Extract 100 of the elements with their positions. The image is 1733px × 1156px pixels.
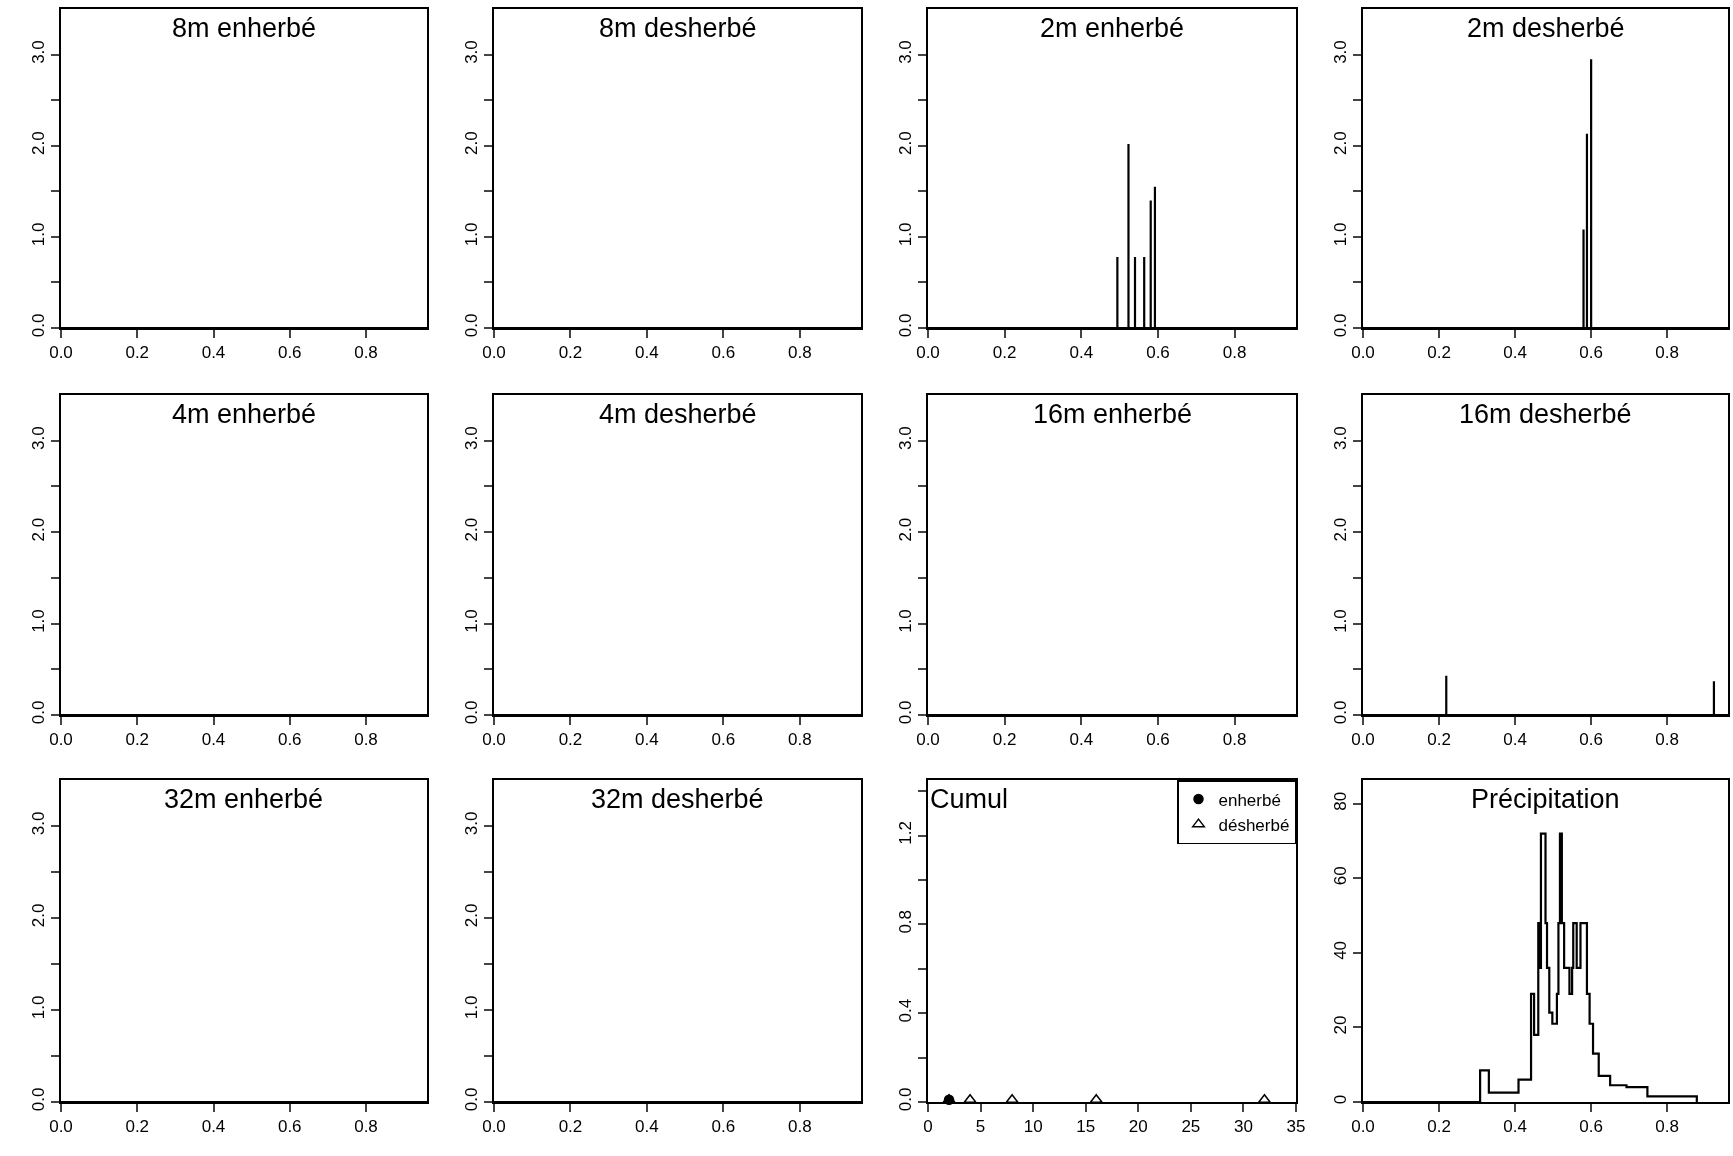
x-tick-label: 0.4: [201, 1117, 226, 1137]
x-tick-label: 0.8: [1655, 730, 1679, 750]
y-tick-label: 3.0: [462, 426, 482, 450]
x-tick-label: 0.0: [1351, 343, 1375, 363]
x-tick-label: 0.2: [1427, 1117, 1451, 1137]
x-tick-label: 10: [1023, 1117, 1043, 1137]
y-tick-label: 0.0: [896, 1087, 916, 1112]
x-tick-label: 0.6: [1146, 730, 1170, 750]
chart-title: Cumul: [930, 784, 1009, 814]
y-tick-label: 2.0: [29, 903, 49, 928]
y-tick-label: 3.0: [29, 40, 49, 64]
y-tick-label: 2.0: [896, 517, 916, 542]
y-tick-label: 0.0: [896, 700, 916, 725]
x-tick-label: 0.4: [1503, 730, 1527, 750]
y-tick-label: 2.0: [1331, 517, 1351, 542]
y-tick-label: 1.0: [1331, 222, 1351, 247]
x-tick-label: 0.2: [558, 730, 583, 750]
y-tick-label: 1.0: [462, 222, 482, 247]
y-tick-label: 3.0: [462, 811, 482, 836]
y-tick-label: 3.0: [1331, 40, 1351, 64]
y-tick-label: 0.0: [1331, 700, 1351, 725]
chart-title: 2m desherbé: [1467, 13, 1625, 43]
chart-title: 16m enherbé: [1033, 399, 1193, 429]
x-tick-label: 0.4: [201, 343, 226, 363]
chart-title: 2m enherbé: [1040, 13, 1185, 43]
y-tick-label: 1.0: [29, 609, 49, 633]
y-tick-label: 0.0: [462, 313, 482, 338]
chart-title: Précipitation: [1471, 784, 1620, 814]
y-tick-label: 2.0: [462, 903, 482, 928]
y-tick-label: 3.0: [896, 40, 916, 64]
y-tick-label: 0.0: [29, 700, 49, 725]
x-tick-label: 0.8: [1655, 343, 1679, 363]
x-tick-label: 0.0: [482, 1117, 506, 1137]
y-tick-label: 1.0: [1331, 609, 1351, 633]
x-tick-label: 0.4: [1069, 343, 1094, 363]
x-tick-label: 0.8: [354, 730, 378, 750]
y-tick-label: 2.0: [896, 131, 916, 155]
y-tick-label: 3.0: [896, 426, 916, 450]
x-tick-label: 0.0: [49, 343, 73, 363]
y-tick-label: 1.2: [896, 821, 916, 845]
chart-title: 4m desherbé: [599, 399, 757, 429]
y-tick-label: 0.0: [29, 313, 49, 338]
y-tick-label: 1.0: [896, 222, 916, 247]
y-tick-label: 2.0: [462, 517, 482, 542]
x-tick-label: 0.4: [635, 730, 659, 750]
x-tick-label: 0.4: [635, 343, 659, 363]
x-tick-label: 0.2: [125, 1117, 150, 1137]
y-tick-label: 0.0: [896, 313, 916, 338]
y-tick-label: 2.0: [29, 517, 49, 542]
x-tick-label: 0.0: [916, 730, 940, 750]
x-tick-label: 0.2: [558, 1117, 583, 1137]
y-tick-label: 0: [1331, 1094, 1351, 1105]
x-tick-label: 0.8: [788, 1117, 812, 1137]
chart-title: 4m enherbé: [172, 399, 317, 429]
chart-title: 8m enherbé: [172, 13, 317, 43]
y-tick-label: 1.0: [462, 995, 482, 1020]
y-tick-label: 3.0: [1331, 426, 1351, 450]
x-tick-label: 30: [1233, 1117, 1253, 1137]
x-tick-label: 0.6: [1579, 1117, 1603, 1137]
chart-title: 32m desherbé: [591, 784, 764, 814]
x-tick-label: 15: [1076, 1117, 1096, 1137]
x-tick-label: 0.2: [1427, 730, 1451, 750]
x-tick-label: 0.0: [1351, 1117, 1375, 1137]
y-tick-label: 3.0: [462, 40, 482, 64]
x-tick-label: 0.6: [277, 343, 302, 363]
x-tick-label: 0.6: [1579, 730, 1603, 750]
y-tick-label: 0.8: [896, 909, 916, 934]
x-tick-label: 0.4: [1503, 1117, 1527, 1137]
x-tick-label: 20: [1128, 1117, 1148, 1137]
x-tick-label: 0.8: [1655, 1117, 1679, 1137]
x-tick-label: 0.6: [277, 730, 302, 750]
x-tick-label: 0.4: [1069, 730, 1094, 750]
chart-title: 16m desherbé: [1459, 399, 1632, 429]
y-tick-label: 3.0: [29, 811, 49, 836]
legend-label: enherbé: [1218, 790, 1281, 810]
x-tick-label: 0.0: [49, 730, 73, 750]
chart-title: 32m enherbé: [164, 784, 324, 814]
x-tick-label: 0.0: [482, 343, 506, 363]
y-tick-label: 0.0: [29, 1087, 49, 1112]
x-tick-label: 0: [923, 1117, 933, 1137]
x-tick-label: 0.6: [711, 730, 736, 750]
y-tick-label: 0.0: [462, 700, 482, 725]
x-tick-label: 0.6: [277, 1117, 302, 1137]
y-tick-label: 3.0: [29, 426, 49, 450]
y-tick-label: 0.0: [462, 1087, 482, 1112]
x-tick-label: 0.0: [49, 1117, 73, 1137]
y-tick-label: 1.0: [896, 609, 916, 633]
x-tick-label: 35: [1286, 1117, 1306, 1137]
x-tick-label: 0.8: [354, 1117, 378, 1137]
y-tick-label: 1.0: [462, 609, 482, 633]
y-tick-label: 40: [1331, 940, 1351, 960]
x-tick-label: 0.4: [635, 1117, 659, 1137]
y-tick-label: 0.0: [1331, 313, 1351, 338]
x-tick-label: 0.6: [711, 343, 736, 363]
x-tick-label: 0.2: [1427, 343, 1451, 363]
y-tick-label: 2.0: [1331, 131, 1351, 155]
x-tick-label: 25: [1181, 1117, 1201, 1137]
x-tick-label: 0.2: [992, 343, 1017, 363]
x-tick-label: 0.2: [125, 343, 150, 363]
x-tick-label: 0.0: [482, 730, 506, 750]
